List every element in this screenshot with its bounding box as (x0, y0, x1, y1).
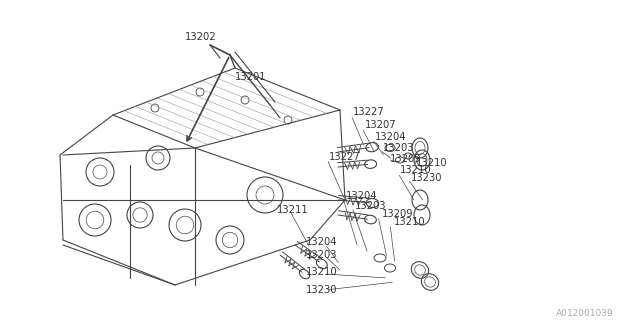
Text: 13210: 13210 (416, 158, 447, 168)
Text: 13203: 13203 (383, 143, 415, 153)
Text: 13210: 13210 (306, 267, 338, 277)
Text: A012001039: A012001039 (556, 308, 614, 317)
Text: 13209: 13209 (382, 209, 413, 219)
Text: 13210: 13210 (394, 217, 426, 227)
Text: 13211: 13211 (277, 205, 308, 215)
Text: 13204: 13204 (306, 237, 337, 247)
Text: 13207: 13207 (365, 120, 397, 130)
Text: 13204: 13204 (375, 132, 406, 142)
Text: 13227: 13227 (329, 152, 361, 162)
Text: 13230: 13230 (306, 285, 337, 295)
Text: 13201: 13201 (235, 72, 267, 82)
Text: 13210: 13210 (400, 165, 431, 175)
Text: 13209: 13209 (390, 154, 422, 164)
Text: 13230: 13230 (411, 173, 442, 183)
Text: 13227: 13227 (353, 107, 385, 117)
Text: 13203: 13203 (306, 250, 337, 260)
Text: 13204: 13204 (346, 191, 378, 201)
Text: 13203: 13203 (355, 201, 387, 211)
Text: 13202: 13202 (185, 32, 216, 42)
